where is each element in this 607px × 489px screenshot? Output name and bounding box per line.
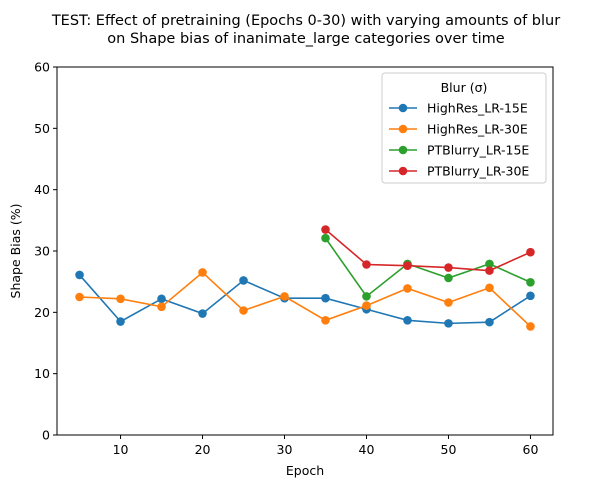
series-HighRes_LR-15E <box>75 270 535 328</box>
legend-label: PTBlurry_LR-30E <box>427 164 529 179</box>
data-point <box>526 247 535 257</box>
series-line <box>324 228 531 272</box>
data-point <box>526 322 535 331</box>
legend-marker <box>398 166 408 176</box>
data-point <box>198 268 207 277</box>
data-point <box>362 260 371 269</box>
y-tick-label: 20 <box>34 305 50 320</box>
data-point <box>321 233 330 243</box>
data-point <box>444 263 453 272</box>
y-tick-label: 0 <box>42 428 50 443</box>
data-point <box>403 316 412 325</box>
y-tick-label: 50 <box>34 121 50 136</box>
data-point <box>280 292 289 301</box>
x-tick-label: 20 <box>195 442 211 457</box>
data-point <box>444 319 453 328</box>
data-point <box>526 291 535 301</box>
x-tick-label: 60 <box>523 442 539 457</box>
data-point <box>362 292 371 301</box>
legend-marker <box>398 124 408 134</box>
legend-frame <box>381 72 547 184</box>
data-point <box>116 294 125 304</box>
data-point <box>239 276 248 285</box>
data-point <box>116 317 125 326</box>
x-axis-label: Epoch <box>286 463 324 478</box>
legend-item: PTBlurry_LR-30E <box>389 164 529 179</box>
y-tick-label: 40 <box>34 182 50 197</box>
data-point <box>321 225 330 234</box>
x-tick-label: 50 <box>441 442 457 457</box>
data-point <box>485 283 494 293</box>
chart-title-line1: TEST: Effect of pretraining (Epochs 0-30… <box>51 13 560 29</box>
y-tick-label: 60 <box>34 60 50 75</box>
data-point <box>485 259 494 269</box>
data-point <box>403 284 412 293</box>
data-point <box>526 277 535 287</box>
y-axis-label: Shape Bias (%) <box>8 204 23 299</box>
legend-title: Blur (σ) <box>441 80 488 95</box>
y-axis-ticks: 0 10 20 30 40 50 60 <box>34 60 57 443</box>
plot-series <box>75 225 535 331</box>
legend-label: PTBlurry_LR-15E <box>427 143 529 158</box>
series-line <box>79 271 531 328</box>
legend-item: HighRes_LR-30E <box>389 122 528 137</box>
x-tick-label: 30 <box>277 442 293 457</box>
data-point <box>321 293 330 303</box>
y-tick-label: 30 <box>34 244 50 259</box>
legend-label: HighRes_LR-30E <box>427 122 528 137</box>
data-point <box>485 266 494 275</box>
y-tick-label: 10 <box>34 366 50 381</box>
data-point <box>362 301 371 310</box>
x-tick-label: 10 <box>113 442 129 457</box>
series-line <box>78 274 531 325</box>
x-axis-ticks: 10 20 30 40 50 60 <box>113 435 539 457</box>
series-HighRes_LR-30E <box>75 268 535 331</box>
legend-item: HighRes_LR-15E <box>389 101 528 116</box>
data-point <box>198 309 207 318</box>
legend-items: HighRes_LR-15E HighRes_LR-30E PTBlurry_LR-… <box>389 101 529 179</box>
legend: Blur (σ) HighRes_LR-15E HighRes_LR-30E PTB… <box>381 72 547 184</box>
data-point <box>321 316 330 325</box>
legend-label: HighRes_LR-15E <box>427 101 528 116</box>
legend-marker <box>398 145 408 155</box>
x-tick-label: 40 <box>359 442 375 457</box>
data-point <box>75 292 84 302</box>
chart-title-line2: on Shape bias of inanimate_large categor… <box>107 31 504 47</box>
series-PTBlurry_LR-30E <box>321 225 535 275</box>
legend-marker <box>398 103 408 113</box>
data-point <box>239 306 248 315</box>
legend-item: PTBlurry_LR-15E <box>389 143 529 158</box>
data-point <box>157 302 166 312</box>
data-point <box>444 273 453 283</box>
data-point <box>444 298 453 307</box>
data-point <box>403 261 412 271</box>
data-point <box>75 270 84 280</box>
data-point <box>157 294 166 304</box>
data-point <box>485 317 494 327</box>
